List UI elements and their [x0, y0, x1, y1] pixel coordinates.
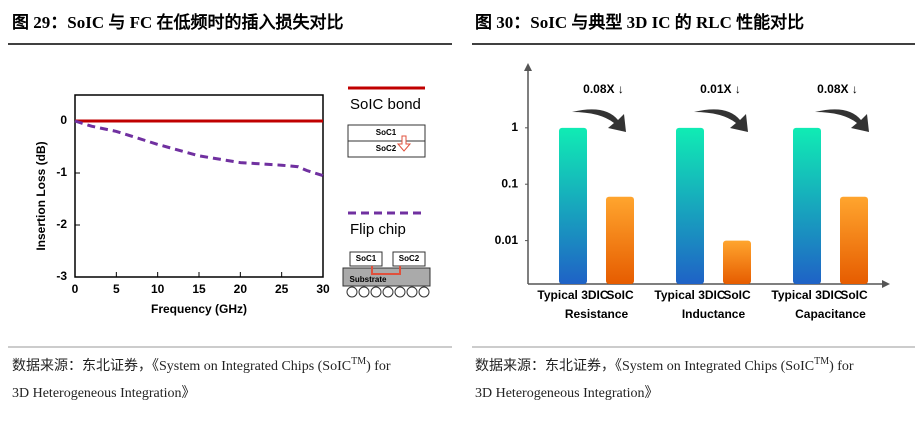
x-tick-label: 0 [72, 282, 79, 296]
legend-label: Flip chip [350, 221, 406, 238]
bar-label: Typical 3DIC [654, 288, 725, 302]
legend-diagrams [342, 124, 431, 298]
category-label: Capacitance [795, 307, 866, 321]
reduction-arrows [572, 109, 869, 132]
y-tick-label: 0.1 [501, 176, 518, 190]
x-axis-arrow [882, 280, 890, 288]
y-axis-arrow [524, 63, 532, 71]
bar [606, 196, 634, 284]
annotation: 0.08X ↓ [583, 82, 624, 96]
source-line: 数据来源：东北证券，《System on Integrated Chips (S… [475, 356, 854, 374]
annotation: 0.08X ↓ [817, 82, 858, 96]
source-line: 3D Heterogeneous Integration》 [12, 385, 196, 401]
source-text: ) for [366, 359, 391, 374]
x-axis-label: Frequency (GHz) [151, 302, 247, 316]
diagram-label: SoC2 [376, 144, 397, 153]
bar [793, 127, 821, 285]
bar-label: SoIC [840, 288, 868, 302]
x-tick-label: 10 [151, 282, 165, 296]
figure-title: 图 30：SoIC 与典型 3D IC 的 RLC 性能对比 [475, 12, 804, 32]
bar [723, 240, 751, 284]
x-tick-label: 20 [234, 282, 248, 296]
bar-label: SoIC [723, 288, 751, 302]
diagram-label: SoC1 [376, 128, 397, 137]
source-superscript: TM [351, 356, 366, 367]
annotation: 0.01X ↓ [700, 82, 741, 96]
diagram-label: SoC2 [399, 254, 420, 263]
y-axis-label: Insertion Loss (dB) [34, 141, 48, 250]
source-line: 数据来源：东北证券，《System on Integrated Chips (S… [12, 356, 391, 374]
x-tick-label: 30 [316, 282, 330, 296]
y-tick-label: 1 [511, 120, 518, 134]
source-text: ) for [829, 359, 854, 374]
diagram-label: SoC1 [356, 254, 377, 263]
source-line: 3D Heterogeneous Integration》 [475, 385, 659, 401]
bar-label: Typical 3DIC [537, 288, 608, 302]
bar [559, 127, 587, 285]
bar-label: SoIC [606, 288, 634, 302]
bar [676, 127, 704, 285]
category-label: Inductance [682, 307, 746, 321]
source-text: 数据来源：东北证券，《System on Integrated Chips (S… [475, 358, 814, 374]
category-label: Resistance [565, 307, 629, 321]
y-tick-label: -3 [56, 269, 67, 283]
y-tick-label: 0.01 [495, 233, 519, 247]
line-series [74, 119, 324, 178]
x-tick-label: 15 [192, 282, 206, 296]
source-text: 数据来源：东北证券，《System on Integrated Chips (S… [12, 358, 351, 374]
x-tick-label: 25 [275, 282, 289, 296]
legend-label: SoIC bond [350, 96, 421, 113]
y-tick-label: 0 [60, 113, 67, 127]
x-tick-label: 5 [113, 282, 120, 296]
diagram-label: Substrate [350, 275, 387, 284]
y-tick-label: -1 [56, 165, 67, 179]
bar-label: Typical 3DIC [771, 288, 842, 302]
bar [840, 196, 868, 284]
figure-title: 图 29：SoIC 与 FC 在低频时的插入损失对比 [12, 12, 344, 32]
y-tick-label: -2 [56, 217, 67, 231]
source-superscript: TM [814, 356, 829, 367]
